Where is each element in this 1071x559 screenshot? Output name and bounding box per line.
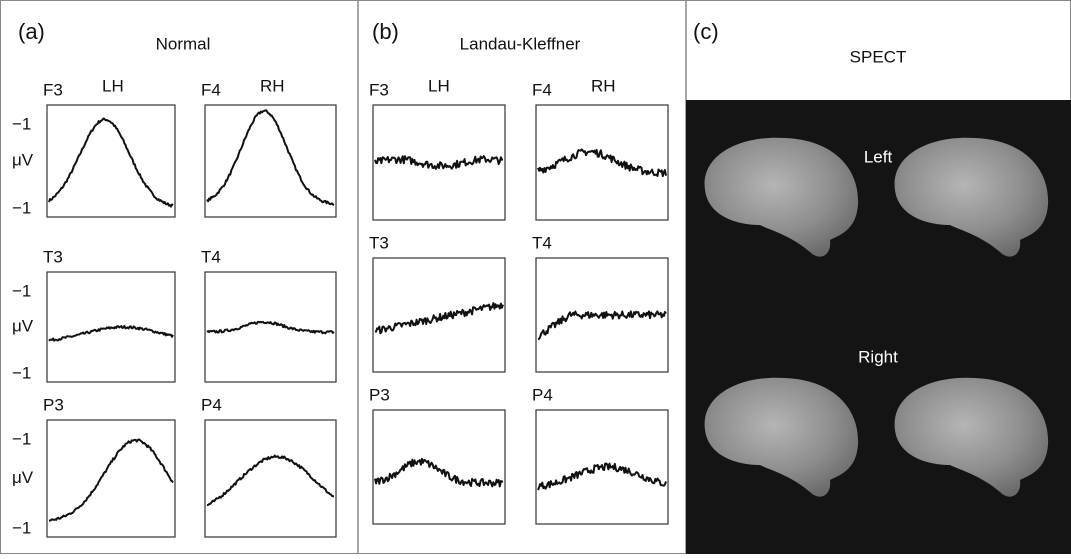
electrode-label: T3 [43,247,63,266]
y-axis-label: −1 [12,281,31,300]
electrode-label: T4 [532,233,552,252]
y-axis-label: −1 [12,114,31,133]
panel-title: Landau-Kleffner [460,34,581,53]
figure: (a) Normal F3 LH F4 RH T3 T4 P3 P4 −1 μV −1 −1 μV −1 −1 μ… [0,0,1071,554]
hemisphere-label: RH [260,76,285,95]
electrode-label: F3 [369,80,389,99]
electrode-label: F4 [532,80,552,99]
plot-box [205,272,336,382]
y-axis-label: μV [12,316,34,335]
panel-label: (c) [693,19,719,44]
view-label: Right [858,347,898,366]
electrode-label: P4 [201,395,222,414]
panel-title: Normal [156,34,211,53]
hemisphere-label: LH [428,76,450,95]
electrode-label: P4 [532,385,553,404]
plot-box [205,105,336,217]
electrode-label: F3 [43,80,63,99]
y-axis-label: −1 [12,198,31,217]
plot-box [373,410,505,524]
panel-label: (b) [372,19,399,44]
hemisphere-label: LH [102,76,124,95]
electrode-label: T4 [201,247,221,266]
view-label: Left [864,147,893,166]
y-axis-label: μV [12,150,34,169]
y-axis-label: −1 [12,429,31,448]
panel-title: SPECT [850,47,907,66]
y-axis-label: −1 [12,518,31,537]
electrode-label: P3 [43,395,64,414]
electrode-label: P3 [369,385,390,404]
panel-label: (a) [18,19,45,44]
electrode-label: T3 [369,233,389,252]
y-axis-label: μV [12,468,34,487]
electrode-label: F4 [201,80,221,99]
plot-box [47,420,175,537]
y-axis-label: −1 [12,363,31,382]
hemisphere-label: RH [591,76,616,95]
plot-box [205,420,336,537]
